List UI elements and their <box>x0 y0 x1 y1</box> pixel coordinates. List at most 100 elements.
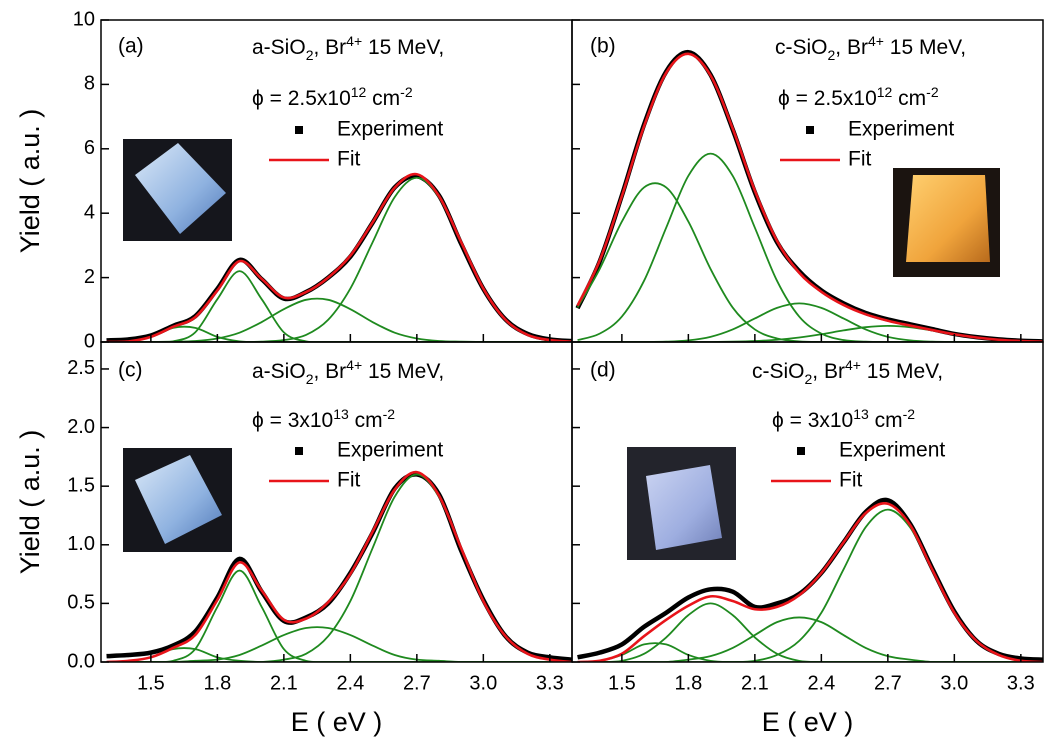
y-tick-label: 6 <box>84 137 95 159</box>
panel-label: (c) <box>118 359 143 382</box>
annotation-part: -2 <box>383 406 396 422</box>
x-tick-label: 3.0 <box>469 672 497 694</box>
annotation-part: , Br <box>835 36 868 59</box>
legend-marker <box>806 126 814 134</box>
photo-sample <box>906 175 990 262</box>
annotation: a-SiO2, Br4+ 15 MeV, <box>252 357 444 387</box>
x-tick-label: 2.4 <box>807 672 835 694</box>
annotation-part: cm <box>892 87 926 110</box>
x-tick-label: 2.1 <box>270 672 298 694</box>
annotation-part: 15 MeV, <box>861 360 943 383</box>
y-tick-label: 0.0 <box>67 650 95 672</box>
x-tick-label: 3.0 <box>940 672 968 694</box>
annotation-part: 2 <box>306 47 314 63</box>
legend-label: Fit <box>839 469 862 492</box>
x-tick-label: 3.3 <box>536 672 564 694</box>
photo <box>123 139 232 241</box>
photo <box>893 168 1000 277</box>
annotation: ϕ = 2.5x1012 cm-2 <box>252 84 413 110</box>
x-tick-label: 2.7 <box>874 672 902 694</box>
annotation-part: 15 MeV, <box>362 360 444 383</box>
photo <box>123 448 232 552</box>
annotation-part: 13 <box>333 406 349 422</box>
y-tick-label: 8 <box>84 73 95 95</box>
annotation-part: a-SiO <box>252 36 306 59</box>
annotation-part: 15 MeV, <box>884 36 966 59</box>
annotation-part: 4+ <box>868 33 884 49</box>
legend-label: Experiment <box>839 439 945 462</box>
component-line <box>578 326 1043 342</box>
annotation: c-SiO2, Br4+ 15 MeV, <box>775 33 966 63</box>
panel-label: (a) <box>118 35 144 58</box>
y-axis-label: Yield ( a.u. ) <box>15 430 45 575</box>
legend-marker <box>797 447 805 455</box>
annotation-part: 4+ <box>346 33 362 49</box>
annotation-part: c-SiO <box>752 360 805 383</box>
sample-photos <box>123 139 1000 560</box>
annotation-part: 13 <box>853 406 869 422</box>
y-tick-label: 10 <box>73 8 95 30</box>
y-tick-label: 0 <box>84 330 95 352</box>
annotation-part: 2 <box>805 371 813 387</box>
photo-sample <box>646 465 722 550</box>
page: {"chart_data": [ {"type": "line", "label… <box>0 0 1049 747</box>
annotation: a-SiO2, Br4+ 15 MeV, <box>252 33 444 63</box>
photo <box>627 447 736 560</box>
legend-marker <box>295 126 303 134</box>
annotation-part: 4+ <box>346 357 362 373</box>
annotation: c-SiO2, Br4+ 15 MeV, <box>752 357 943 387</box>
y-tick-label: 1.0 <box>67 533 95 555</box>
y-tick-label: 0.5 <box>67 592 95 614</box>
x-tick-label: 1.8 <box>674 672 702 694</box>
annotation-part: cm <box>869 409 903 432</box>
annotation: ϕ = 3x1013 cm-2 <box>252 406 395 432</box>
legend-marker <box>295 447 303 455</box>
annotation-part: -2 <box>400 84 413 100</box>
annotation-part: ϕ = 3x10 <box>772 409 853 432</box>
panel-label: (d) <box>590 359 616 382</box>
annotation-part: , Br <box>812 360 845 383</box>
legend-label: Fit <box>337 469 360 492</box>
annotation-part: 2 <box>306 371 314 387</box>
x-tick-label: 2.4 <box>336 672 364 694</box>
legend-label: Experiment <box>337 439 443 462</box>
y-axis-label: Yield ( a.u. ) <box>15 109 45 254</box>
component-line <box>107 327 572 342</box>
legend-label: Fit <box>848 148 871 171</box>
y-tick-label: 1.5 <box>67 474 95 496</box>
annotation-part: 12 <box>351 84 367 100</box>
annotation-part: ϕ = 3x10 <box>252 409 333 432</box>
legend-label: Fit <box>337 148 360 171</box>
annotation-part: cm <box>366 87 400 110</box>
legend-label: Experiment <box>848 118 954 141</box>
x-axis-label: E ( eV ) <box>762 707 854 737</box>
annotation-part: 12 <box>877 84 893 100</box>
annotation-part: a-SiO <box>252 360 306 383</box>
x-tick-label: 1.5 <box>137 672 165 694</box>
figure: 0246810Yield ( a.u. )(a)a-SiO2, Br4+ 15 … <box>0 0 1049 747</box>
x-tick-label: 3.3 <box>1007 672 1035 694</box>
y-tick-label: 2 <box>84 266 95 288</box>
annotation-part: -2 <box>926 84 939 100</box>
x-axis-label: E ( eV ) <box>291 707 383 737</box>
annotation-part: cm <box>349 409 383 432</box>
annotation-part: -2 <box>903 406 916 422</box>
annotation: ϕ = 3x1013 cm-2 <box>772 406 915 432</box>
annotation-part: , Br <box>313 360 346 383</box>
annotation: ϕ = 2.5x1012 cm-2 <box>778 84 939 110</box>
annotation-part: ϕ = 2.5x10 <box>252 87 351 110</box>
annotation-part: 4+ <box>845 357 861 373</box>
x-tick-label: 1.5 <box>608 672 636 694</box>
annotation-part: c-SiO <box>775 36 828 59</box>
x-tick-label: 2.7 <box>403 672 431 694</box>
annotation-part: ϕ = 2.5x10 <box>778 87 877 110</box>
annotation-part: 2 <box>828 47 836 63</box>
legend-label: Experiment <box>337 118 443 141</box>
y-tick-label: 4 <box>84 201 95 223</box>
annotation-part: 15 MeV, <box>362 36 444 59</box>
panel-label: (b) <box>590 35 616 58</box>
x-tick-label: 2.1 <box>741 672 769 694</box>
annotation-part: , Br <box>313 36 346 59</box>
y-tick-label: 2.5 <box>67 357 95 379</box>
y-tick-label: 2.0 <box>67 416 95 438</box>
